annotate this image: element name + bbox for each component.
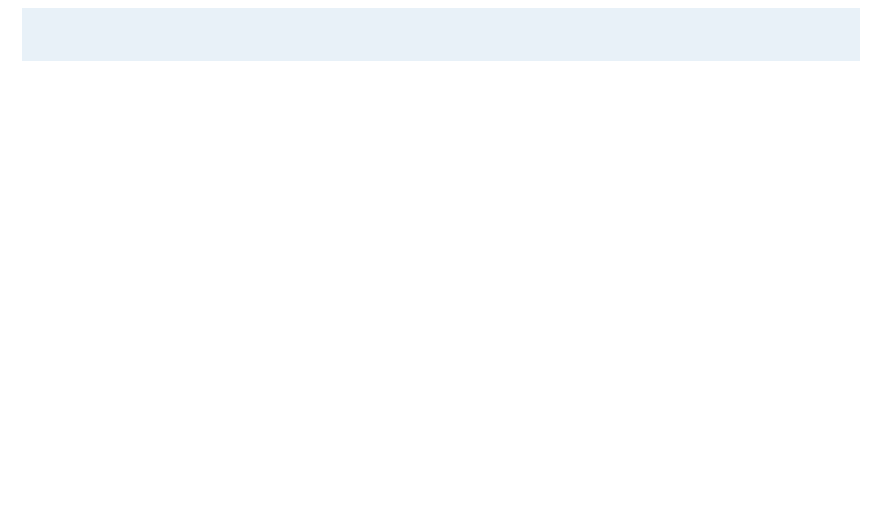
y-axis [0, 127, 76, 455]
chart-title-banner [22, 8, 860, 61]
bar-series [95, 127, 862, 455]
plot-area [95, 127, 862, 455]
